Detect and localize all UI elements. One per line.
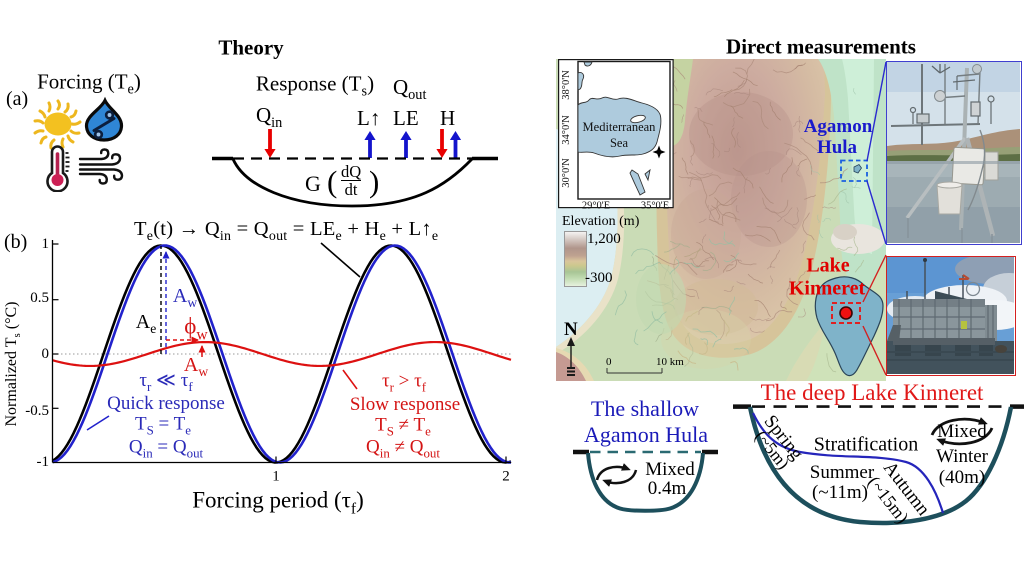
svg-text:Sea: Sea xyxy=(610,136,629,150)
svg-text:34°0'N: 34°0'N xyxy=(561,115,572,145)
svg-text:29°0'E: 29°0'E xyxy=(582,201,610,210)
svg-text:Mediterranean: Mediterranean xyxy=(583,120,657,134)
svg-text:35°0'E: 35°0'E xyxy=(641,201,669,210)
svg-text:38°0'N: 38°0'N xyxy=(561,70,572,100)
svg-text:30°0'N: 30°0'N xyxy=(561,158,572,188)
